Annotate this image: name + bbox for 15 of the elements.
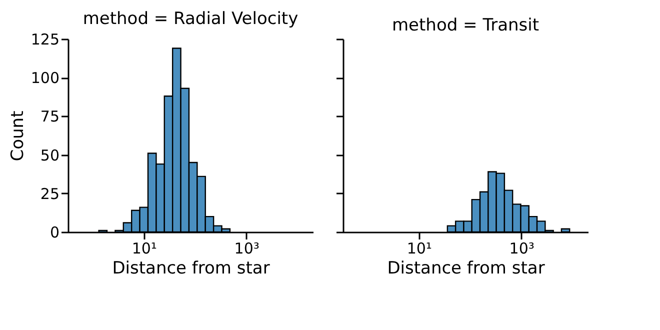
chart-title: method = Transit bbox=[392, 15, 540, 36]
x-axis-title: Distance from star bbox=[112, 258, 270, 278]
y-axis-title: Count bbox=[8, 110, 28, 162]
x-tick-label: 10³ bbox=[234, 240, 260, 258]
x-axis-title: Distance from star bbox=[387, 258, 545, 278]
y-tick-label: 0 bbox=[50, 224, 60, 242]
y-tick-label: 50 bbox=[40, 146, 60, 164]
x-tick-label: 10¹ bbox=[406, 240, 432, 258]
y-tick-label: 125 bbox=[30, 30, 60, 48]
x-tick-label: 10³ bbox=[509, 240, 534, 258]
y-tick-label: 75 bbox=[40, 108, 60, 126]
y-tick-label: 100 bbox=[30, 69, 60, 88]
chart-title: method = Radial Velocity bbox=[82, 9, 298, 29]
y-tick-label: 25 bbox=[40, 184, 60, 203]
x-tick-label: 10¹ bbox=[132, 240, 157, 258]
